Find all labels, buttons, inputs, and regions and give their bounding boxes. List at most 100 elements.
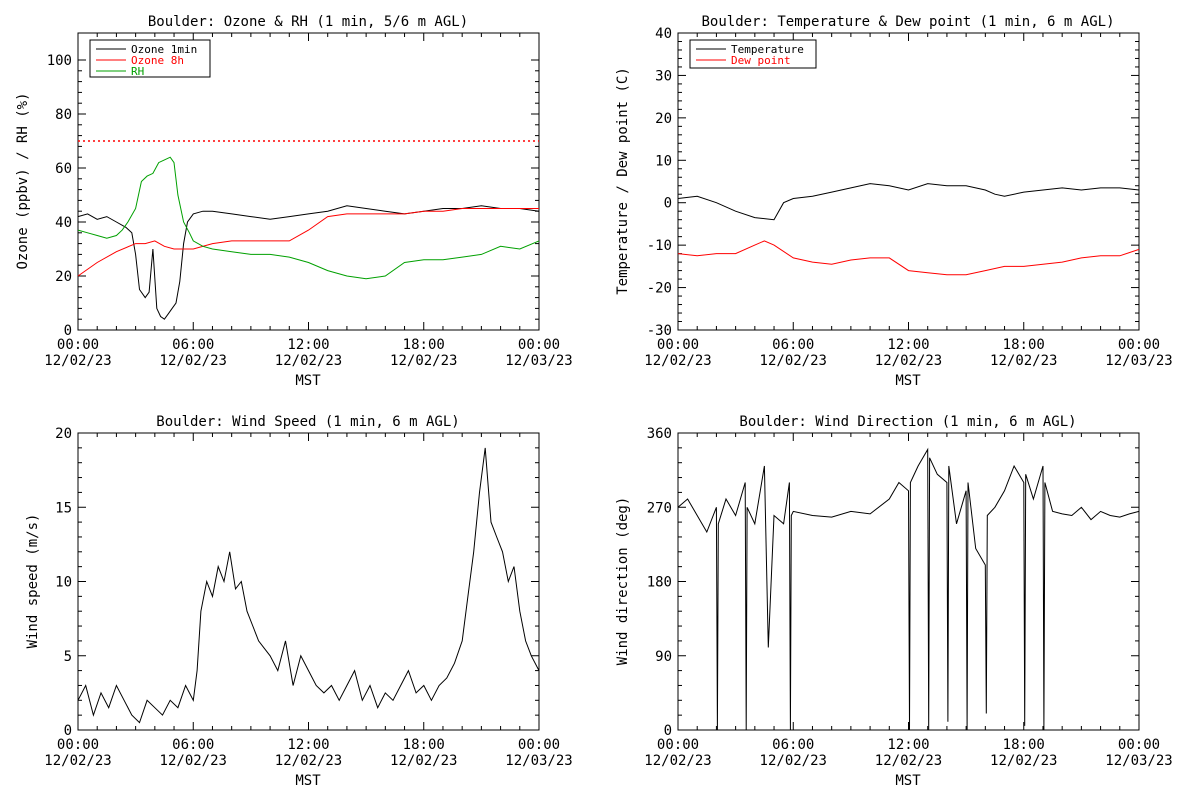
y-tick-label: 5 (64, 649, 72, 665)
x-tick-time-label: 00:00 (57, 337, 99, 353)
ozone-rh-title: Boulder: Ozone & RH (1 min, 5/6 m AGL) (148, 14, 468, 30)
series-line-ozone-8h (77, 208, 539, 277)
x-tick-time-label: 06:00 (772, 737, 814, 753)
panel-wind-speed: Boulder: Wind Speed (1 min, 6 m AGL) 0 5 1… (25, 414, 573, 789)
y-tick-label: 10 (55, 575, 72, 591)
y-tick-label: 0 (64, 323, 72, 339)
x-tick-date-label: 12/02/23 (275, 753, 342, 769)
y-tick-label: 270 (647, 500, 672, 516)
wind-speed-x-axis-label: MST (295, 773, 321, 789)
y-tick-label: -20 (647, 281, 672, 297)
temp-dew-y-axis-label: Temperature / Dew point (C) (615, 67, 631, 295)
x-tick-time-label: 12:00 (287, 737, 329, 753)
x-tick-time-label: 12:00 (287, 337, 329, 353)
x-tick-time-label: 00:00 (657, 337, 699, 353)
x-tick-date-label: 12/02/23 (390, 353, 457, 369)
x-tick-time-label: 00:00 (518, 737, 560, 753)
x-tick-time-label: 12:00 (887, 737, 929, 753)
y-tick-label: 60 (55, 161, 72, 177)
x-tick-date-label: 12/02/23 (44, 353, 111, 369)
ozone-rh-series-group (77, 156, 540, 320)
y-tick-label: 40 (55, 215, 72, 231)
legend-label-temperature: Temperature (731, 43, 804, 56)
wind-speed-y-axis-label: Wind speed (m/s) (25, 514, 41, 649)
y-tick-label: 90 (655, 649, 672, 665)
x-tick-date-label: 12/02/23 (160, 353, 227, 369)
wind-direction-series-group (677, 447, 1140, 731)
x-tick-time-label: 18:00 (1003, 737, 1045, 753)
y-tick-label: 20 (55, 426, 72, 442)
x-tick-date-label: 12/02/23 (644, 353, 711, 369)
panel-temperature-dewpoint: Boulder: Temperature & Dew point (1 min,… (615, 14, 1173, 389)
wind-speed-ticks: 0510152000:0012/02/2306:0012/02/2312:001… (44, 426, 572, 769)
y-tick-label: 360 (647, 426, 672, 442)
temp-dew-legend: Temperature Dew point (689, 39, 817, 69)
y-tick-label: 40 (655, 26, 672, 42)
temp-dew-legend-box (689, 39, 817, 69)
legend-label-rh: RH (131, 65, 144, 78)
series-line-rh (77, 156, 540, 280)
y-tick-label: -10 (647, 238, 672, 254)
series-line-dew-point (677, 240, 1140, 276)
x-tick-date-label: 12/03/23 (505, 753, 572, 769)
x-tick-date-label: 12/02/23 (275, 353, 342, 369)
y-tick-label: 10 (655, 153, 672, 169)
legend-label-ozone-1min: Ozone 1min (131, 43, 197, 56)
wind-direction-x-axis-label: MST (895, 773, 921, 789)
y-tick-label: 100 (47, 53, 72, 69)
x-tick-date-label: 12/02/23 (44, 753, 111, 769)
temp-dew-series-group (677, 183, 1140, 276)
x-tick-date-label: 12/02/23 (875, 353, 942, 369)
x-tick-date-label: 12/02/23 (644, 753, 711, 769)
x-tick-date-label: 12/02/23 (160, 753, 227, 769)
panel-wind-direction: Boulder: Wind Direction (1 min, 6 m AGL)… (615, 414, 1173, 789)
ozone-rh-y-axis-label: Ozone (ppbv) / RH (%) (15, 92, 31, 269)
y-tick-label: 20 (55, 269, 72, 285)
x-tick-date-label: 12/02/23 (760, 753, 827, 769)
x-tick-time-label: 00:00 (57, 737, 99, 753)
x-tick-date-label: 12/02/23 (760, 353, 827, 369)
y-tick-label: 80 (55, 107, 72, 123)
series-line-panel-2 (77, 447, 540, 724)
temp-dew-x-axis-label: MST (895, 373, 921, 389)
y-tick-label: 0 (64, 723, 72, 739)
series-line-panel-3 (677, 447, 1140, 731)
y-tick-label: 20 (655, 111, 672, 127)
ozone-rh-legend: Ozone 1min Ozone 8h RH (89, 39, 211, 78)
x-tick-time-label: 00:00 (657, 737, 699, 753)
x-tick-time-label: 18:00 (1003, 337, 1045, 353)
y-tick-label: 0 (664, 196, 672, 212)
x-tick-date-label: 12/02/23 (990, 753, 1057, 769)
x-tick-date-label: 12/02/23 (875, 753, 942, 769)
x-tick-date-label: 12/02/23 (990, 353, 1057, 369)
x-tick-time-label: 12:00 (887, 337, 929, 353)
x-tick-time-label: 06:00 (172, 337, 214, 353)
series-line-temperature (677, 183, 1140, 221)
wind-speed-title: Boulder: Wind Speed (1 min, 6 m AGL) (156, 414, 459, 430)
x-tick-time-label: 00:00 (1118, 737, 1160, 753)
x-tick-date-label: 12/03/23 (505, 353, 572, 369)
legend-label-dew-point: Dew point (731, 54, 791, 67)
x-tick-date-label: 12/02/23 (390, 753, 457, 769)
y-tick-label: 15 (55, 500, 72, 516)
wind-speed-series-group (77, 447, 540, 724)
y-tick-label: 30 (655, 68, 672, 84)
y-tick-label: 180 (647, 575, 672, 591)
x-tick-time-label: 06:00 (172, 737, 214, 753)
temp-dew-ticks: -30-20-1001020304000:0012/02/2306:0012/0… (644, 26, 1172, 369)
x-tick-date-label: 12/03/23 (1105, 753, 1172, 769)
x-tick-time-label: 00:00 (1118, 337, 1160, 353)
x-tick-date-label: 12/03/23 (1105, 353, 1172, 369)
ozone-rh-ticks: 02040608010000:0012/02/2306:0012/02/2312… (44, 33, 573, 369)
panel-ozone-rh: Boulder: Ozone & RH (1 min, 5/6 m AGL) 0… (15, 14, 573, 389)
temp-dew-title: Boulder: Temperature & Dew point (1 min,… (701, 14, 1114, 30)
wind-direction-ticks: 09018027036000:0012/02/2306:0012/02/2312… (644, 426, 1172, 769)
temp-dew-plot-frame (677, 32, 1140, 331)
x-tick-time-label: 18:00 (403, 737, 445, 753)
x-tick-time-label: 06:00 (772, 337, 814, 353)
y-tick-label: 0 (664, 723, 672, 739)
ozone-rh-x-axis-label: MST (295, 373, 321, 389)
x-tick-time-label: 00:00 (518, 337, 560, 353)
